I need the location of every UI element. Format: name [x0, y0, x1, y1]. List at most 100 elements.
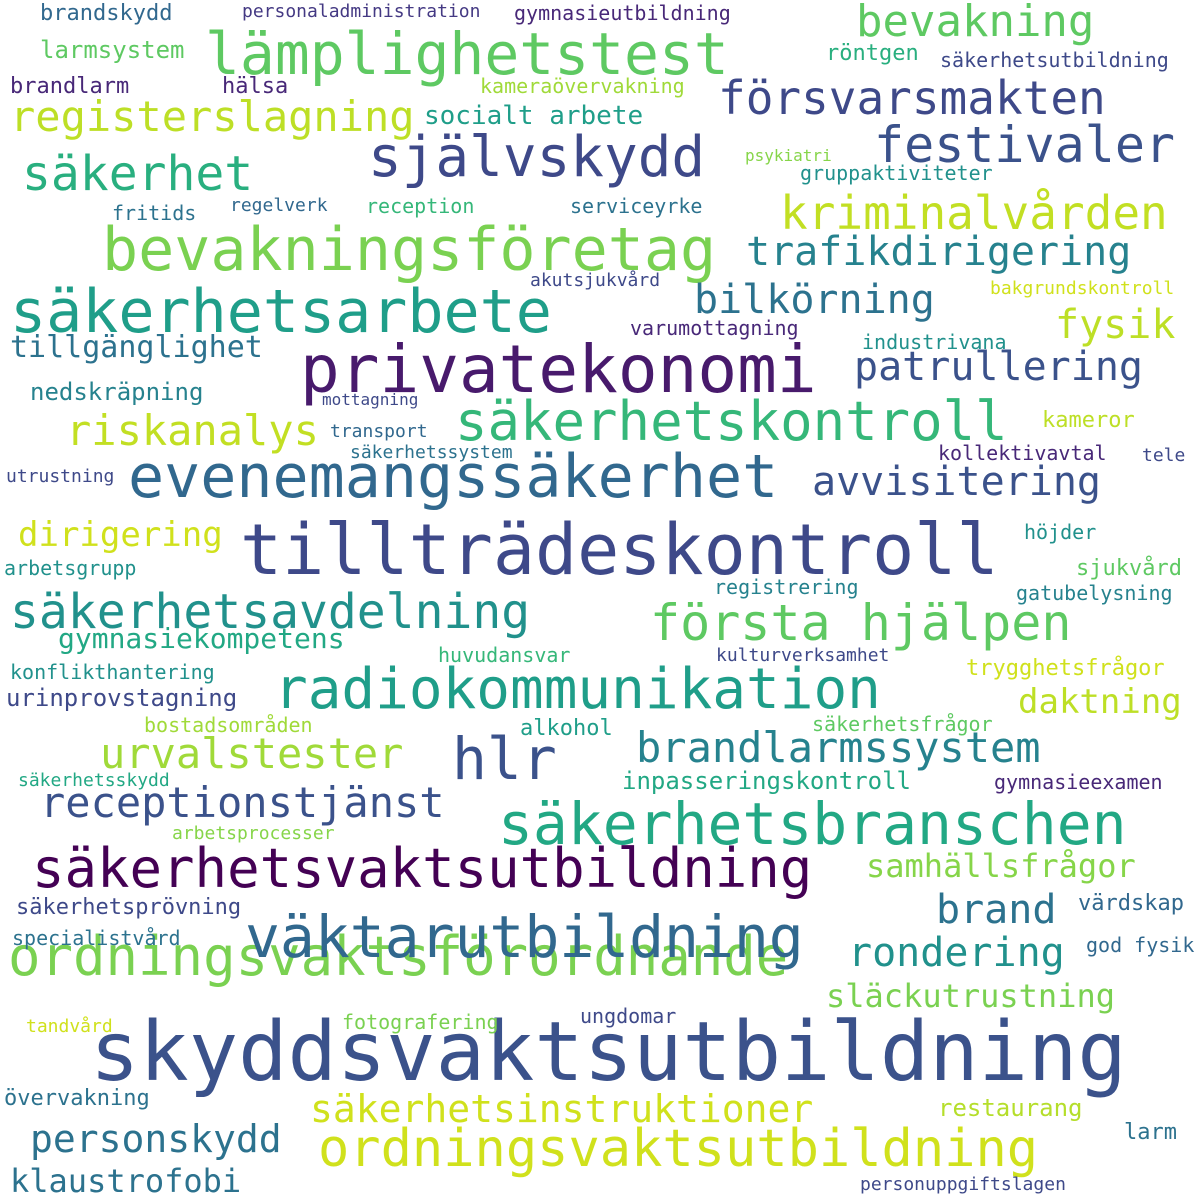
word: rondering — [848, 930, 1065, 976]
word: säkerhetssystem — [350, 442, 513, 463]
word: säkerhetsbranschen — [498, 790, 1127, 858]
word: restaurang — [938, 1094, 1083, 1122]
word: kollektivavtal — [938, 441, 1107, 465]
word: larmsystem — [40, 36, 185, 64]
word: brandlarm — [10, 74, 130, 99]
word: säkerhet — [22, 146, 254, 202]
word: gymnasiekompetens — [58, 622, 345, 655]
word: bevakning — [856, 0, 1095, 47]
word: personaladministration — [242, 1, 481, 22]
word: ordningsvaktsförordnande — [8, 925, 789, 988]
word: säkerhetsskydd — [18, 770, 170, 791]
word: mottagning — [322, 390, 419, 409]
word: urinprovstagning — [6, 684, 238, 712]
word: röntgen — [826, 41, 919, 66]
word: väktarutbildning — [245, 903, 804, 971]
word: lämplighetstest — [205, 20, 729, 88]
word: hlr — [452, 725, 557, 793]
word: alkohol — [520, 716, 613, 741]
word: trygghetsfrågor — [966, 656, 1165, 681]
word: tandvård — [26, 1016, 113, 1037]
word: gymnasieutbildning — [514, 1, 731, 25]
word: privatekonomi — [300, 331, 817, 408]
word: konflikthantering — [10, 660, 215, 684]
word: säkerhetskontroll — [455, 390, 1008, 453]
word: fotografering — [342, 1010, 499, 1034]
word: industrivana — [862, 330, 1007, 354]
word: brandskydd — [40, 1, 173, 26]
word: serviceyrke — [570, 194, 703, 218]
word: brand — [936, 887, 1057, 933]
word: brandlarmssystem — [636, 723, 1041, 772]
word: tillgänglighet — [10, 330, 263, 365]
word: ungdomar — [580, 1004, 677, 1028]
word: bostadsområden — [144, 713, 313, 737]
word: sjukvård — [1076, 556, 1182, 581]
word: trafikdirigering — [746, 229, 1132, 275]
word: höjder — [1024, 520, 1097, 544]
word: ordningsvaktsutbildning — [318, 1119, 1039, 1179]
word: fritids — [112, 201, 197, 225]
word: personskydd — [30, 1117, 282, 1161]
word: socialt arbete — [424, 101, 644, 131]
word: arbetsgrupp — [4, 556, 137, 580]
word: släckutrustning — [826, 977, 1115, 1015]
word: regelverk — [230, 195, 328, 216]
word: varumottagning — [630, 316, 799, 340]
word: säkerhetsinstruktioner — [310, 1087, 814, 1131]
word: bevakningsföretag — [102, 215, 717, 285]
word: transport — [330, 421, 428, 442]
word: försvarsmakten — [718, 71, 1106, 125]
word: fysik — [1055, 302, 1176, 348]
word: inpasseringskontroll — [622, 767, 911, 795]
word: hälsa — [222, 74, 289, 99]
word: radiokommunikation — [274, 657, 881, 722]
word: god fysik — [1086, 933, 1195, 957]
word: festivaler — [874, 116, 1176, 174]
word: kameraövervakning — [480, 74, 685, 98]
word: kriminalvården — [780, 186, 1168, 240]
word: evenemangssäkerhet — [128, 442, 779, 512]
word: bilkörning — [694, 277, 935, 323]
word: säkerhetsavdelning — [10, 584, 531, 640]
word: reception — [366, 194, 475, 218]
word: personuppgiftslagen — [860, 1174, 1066, 1195]
word: gatubelysning — [1016, 581, 1173, 605]
word: säkerhetsutbildning — [940, 48, 1169, 72]
word: värdskap — [1078, 891, 1184, 916]
word: skyddsvaktsutbildning — [90, 1005, 1127, 1100]
word: riskanalys — [66, 406, 319, 455]
word: receptionstjänst — [40, 778, 445, 827]
word: säkerhetsarbete — [10, 277, 552, 347]
word: samhällsfrågor — [866, 847, 1136, 885]
word: bakgrundskontroll — [990, 278, 1175, 299]
word: akutsjukvård — [530, 270, 661, 291]
word: registerslagning — [10, 92, 415, 141]
word: patrullering — [854, 344, 1143, 390]
word: gruppaktiviteter — [800, 161, 993, 185]
word: registrering — [714, 575, 859, 599]
word: tillträdeskontroll — [240, 509, 999, 591]
word: arbetsprocesser — [172, 823, 335, 844]
word: nedskräpning — [30, 378, 204, 406]
word: kulturverksamhet — [716, 645, 890, 666]
word: övervakning — [4, 1086, 150, 1111]
word: huvudansvar — [438, 643, 571, 667]
word: tele — [1142, 445, 1186, 466]
word: psykiatri — [745, 146, 832, 165]
word: dirigering — [18, 515, 223, 555]
word: larm — [1124, 1120, 1177, 1145]
word: utrustning — [6, 466, 115, 487]
word: säkerhetsfrågor — [812, 712, 993, 736]
word: urvalstester — [100, 729, 404, 778]
word: daktning — [1018, 682, 1182, 722]
word: avvisitering — [812, 459, 1101, 505]
word: specialistvård — [12, 926, 181, 950]
word: första hjälpen — [650, 594, 1072, 652]
word: självskydd — [368, 125, 706, 190]
word: säkerhetsvaktsutbildning — [32, 837, 813, 900]
word: kameror — [1042, 408, 1135, 433]
word: gymnasieexamen — [994, 770, 1163, 794]
word: klaustrofobi — [10, 1162, 242, 1200]
